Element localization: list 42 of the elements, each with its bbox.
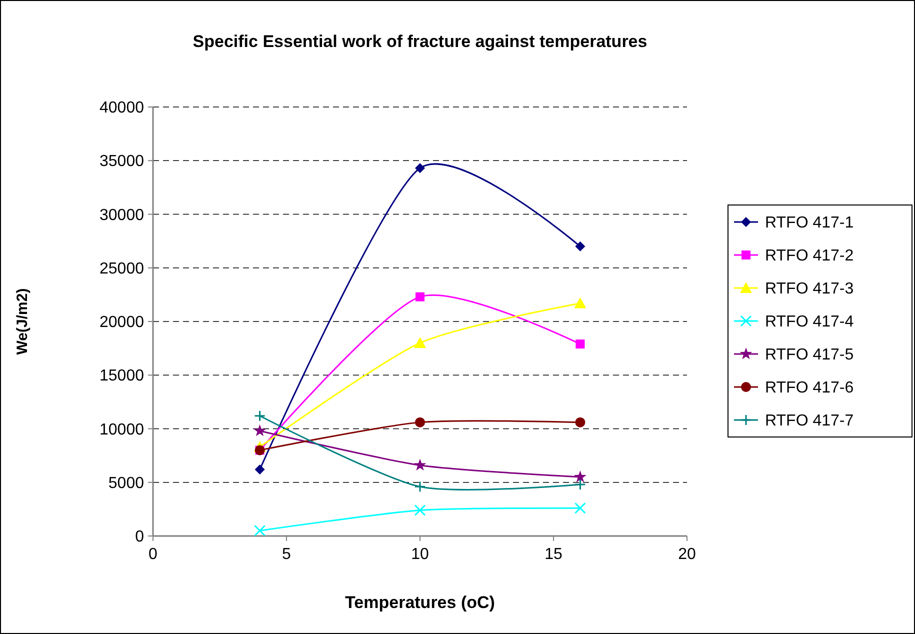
y-tick-label: 40000 (100, 100, 144, 117)
y-axis-title: We(J/m2) (14, 288, 31, 355)
point (254, 464, 265, 475)
y-tick-label: 25000 (100, 260, 144, 278)
point (416, 292, 424, 302)
point (414, 480, 426, 492)
legend-label: RTFO 417-7 (765, 412, 854, 430)
legend-label: RTFO 417-6 (765, 380, 854, 397)
point (574, 502, 586, 514)
x-tick-label: 10 (411, 546, 429, 563)
point (414, 336, 426, 348)
legend-label: RTFO 417-5 (765, 346, 854, 364)
y-tick-label: 15000 (100, 368, 144, 385)
y-tick-label: 5000 (108, 474, 144, 492)
chart-title: Specific Essential work of fracture against temperatures (192, 32, 648, 51)
point (254, 424, 266, 436)
x-tick-label: 5 (282, 546, 292, 563)
legend-label: RTFO 417-2 (765, 248, 854, 265)
y-tick-label: 35000 (100, 153, 144, 170)
point (415, 163, 425, 174)
point (414, 458, 426, 470)
x-tick-label: 0 (148, 546, 158, 563)
y-tick-label: 10000 (100, 421, 144, 438)
y-tick-label: 20000 (100, 314, 144, 332)
x-axis-title: Temperatures (oC) (345, 593, 495, 612)
point (574, 478, 586, 490)
x-tick-label: 15 (544, 546, 562, 563)
y-tick-label: 30000 (100, 206, 144, 224)
legend-label: RTFO 417-3 (765, 280, 854, 298)
point (415, 417, 425, 428)
point (254, 410, 266, 422)
point (254, 524, 266, 536)
y-tick-label: 0 (135, 528, 144, 546)
legend-label: RTFO 417-1 (765, 214, 854, 232)
legend-label: RTFO 417-4 (765, 314, 854, 331)
point (574, 297, 586, 308)
point (575, 417, 586, 428)
x-tick-label: 20 (678, 546, 696, 563)
point (575, 241, 586, 252)
point (574, 470, 586, 482)
point (576, 340, 585, 349)
point (414, 504, 426, 516)
